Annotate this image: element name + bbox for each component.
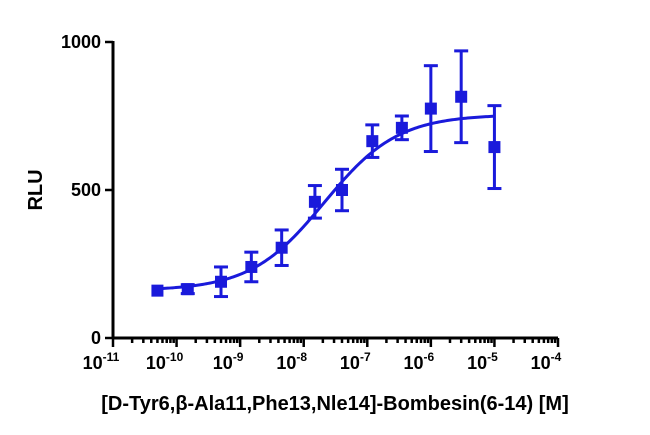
data-points — [151, 49, 502, 299]
data-point-marker — [395, 121, 408, 134]
x-tick-label: 10-4 — [531, 350, 562, 373]
x-tick-label: 10-11 — [83, 350, 120, 373]
x-axis-ticks: 10-11 10-10 10-9 10-8 10-7 10-6 10-5 10-4 — [83, 338, 562, 373]
x-tick-label: 10-5 — [467, 350, 498, 373]
data-point-marker — [151, 284, 164, 297]
y-tick-label: 1000 — [61, 32, 101, 52]
x-axis-label: [D-Tyr6,β-Ala11,Phe13,Nle14]-Bombesin(6-… — [101, 393, 569, 415]
x-tick-label: 10-8 — [276, 350, 307, 373]
data-point-marker — [275, 241, 288, 254]
data-point-marker — [366, 135, 379, 148]
y-tick-label: 500 — [71, 180, 101, 200]
data-point-marker — [245, 260, 258, 273]
data-point-marker — [488, 141, 501, 154]
data-point-marker — [335, 184, 348, 196]
y-axis-label: RLU — [25, 169, 47, 210]
x-tick-label: 10-9 — [213, 350, 244, 373]
x-tick-label: 10-10 — [146, 350, 184, 373]
data-point-marker — [181, 283, 194, 296]
data-point-marker — [308, 195, 321, 208]
y-axis-ticks: 0 500 1000 — [61, 32, 113, 348]
data-point-marker — [424, 102, 437, 115]
data-point-marker — [455, 90, 468, 103]
x-tick-label: 10-6 — [404, 350, 435, 373]
data-point-marker — [215, 275, 228, 288]
fit-curve — [157, 114, 495, 291]
x-tick-label: 10-7 — [340, 350, 371, 373]
y-tick-label: 0 — [91, 328, 101, 348]
